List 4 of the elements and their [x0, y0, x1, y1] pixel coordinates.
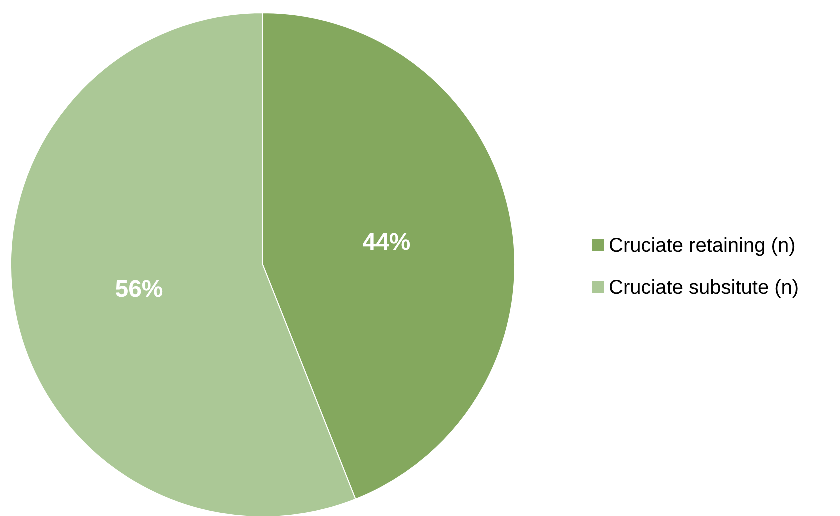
legend-label: Cruciate retaining (n)	[609, 235, 796, 257]
data-label: 44%	[362, 228, 411, 256]
data-label: 56%	[115, 276, 164, 304]
legend-label: Cruciate subsitute (n)	[609, 277, 800, 299]
